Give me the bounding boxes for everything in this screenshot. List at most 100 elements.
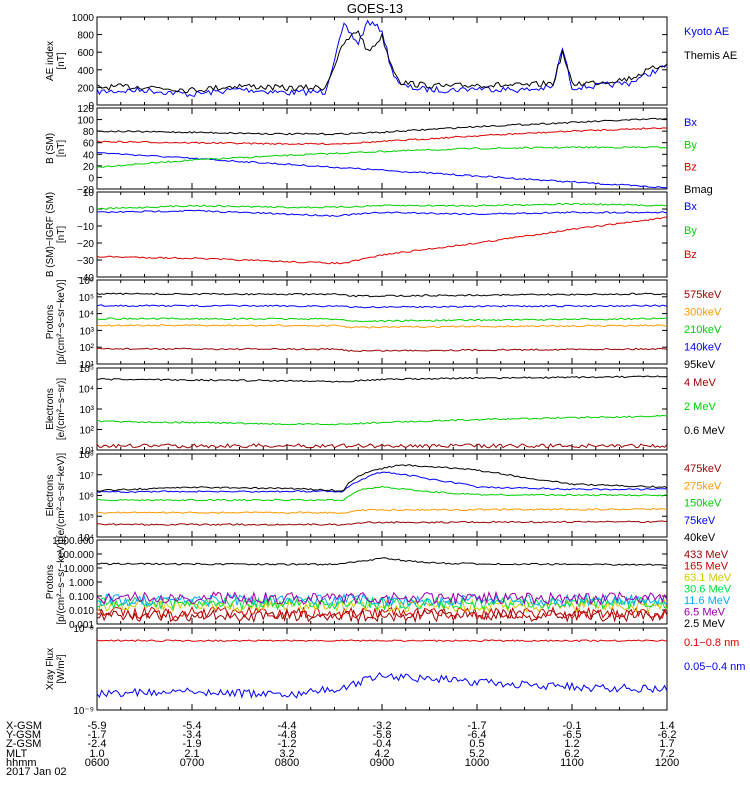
y-tick-label: 10⁸ xyxy=(79,450,94,461)
y-axis-label: Protons [p/(cm²−s−sr−keV)] xyxy=(45,279,67,365)
ephemeris-value: 4.2 xyxy=(374,748,389,760)
legend-entry: 575keV xyxy=(684,289,722,301)
legend-entry: 300keV xyxy=(684,307,722,319)
ephemeris-value: 7.2 xyxy=(659,748,674,760)
panel-frame xyxy=(96,16,668,106)
y-tick-label: 600 xyxy=(77,48,94,59)
ephemeris-value: 1.0 xyxy=(89,748,104,760)
y-tick-label: 10⁵ xyxy=(79,512,94,523)
y-axis-label-line1: Protons xyxy=(45,565,56,599)
legend-entry: 0.05−0.4 nm xyxy=(684,661,745,673)
y-tick-label: 10⁴ xyxy=(79,310,94,321)
panel-4: 10¹ 10² 10³ 10⁴ 10⁵ 10⁶ Protons [p/(cm²−s−sr−ke… xyxy=(45,276,722,371)
y-axis-label-line1: AE index xyxy=(45,41,56,81)
y-tick-label: 10³ xyxy=(80,326,95,337)
y-tick-label: 60 xyxy=(83,139,95,150)
series-line-8-2 xyxy=(96,671,668,699)
y-tick-label: −20 xyxy=(77,185,94,196)
ephemeris-value: 1.7 xyxy=(659,738,674,750)
ephemeris-value: 6.2 xyxy=(564,748,579,760)
y-tick-label: 0 xyxy=(88,173,94,184)
y-tick-label: 1.000 xyxy=(69,578,94,589)
series-line-7-6 xyxy=(96,590,668,606)
legend-entry: 4 MeV xyxy=(684,377,716,389)
y-tick-label: 10² xyxy=(80,343,95,354)
series-line-3-1 xyxy=(97,209,668,217)
ephemeris-value: -0.1 xyxy=(563,720,582,732)
ephemeris-value: -4.4 xyxy=(278,720,297,732)
date-label: 2017 Jan 02 xyxy=(6,766,67,778)
series-line-6-4 xyxy=(96,471,668,494)
legend-entry: 165 MeV xyxy=(684,561,729,573)
legend-entry: 433 MeV xyxy=(684,549,729,561)
y-axis-label-line2: [nT] xyxy=(56,226,67,243)
y-tick-label: 0.010 xyxy=(69,606,94,617)
y-tick-label: 1000.000 xyxy=(52,536,94,547)
series-line-7-3 xyxy=(96,598,668,614)
ephemeris-row-label: hhmm xyxy=(6,757,37,769)
ephemeris-value: -1.7 xyxy=(88,729,107,741)
ephemeris-value: 0.5 xyxy=(469,738,484,750)
ephemeris-value: -5.8 xyxy=(373,729,392,741)
ephemeris-value: 0600 xyxy=(85,757,109,769)
legend-entry: 0.1−0.8 nm xyxy=(684,637,739,649)
y-tick-label: 120 xyxy=(77,104,94,115)
series-line-6-2 xyxy=(96,507,668,514)
series-line-5-2 xyxy=(96,414,668,426)
ephemeris-value: 1100 xyxy=(560,757,584,769)
y-axis-label-line1: B (SM) xyxy=(45,133,56,164)
legend-entry: 30.6 MeV xyxy=(684,584,732,596)
panel-3: −40 −30 −20 −10 0 10 B (SM)−IGRF (SM) [nT] Bx By B… xyxy=(45,188,697,284)
panel-8: 10⁻⁹ 10⁻⁸ Xray Flux [W/m²] 0.1−0.8 nm 0.05−0.… xyxy=(45,624,745,717)
legend-entry: Bx xyxy=(684,201,697,213)
ephemeris-value: -5.4 xyxy=(183,720,202,732)
ephemeris-value: -1.2 xyxy=(278,738,297,750)
y-tick-label: 0.100 xyxy=(69,592,94,603)
y-tick-label: 10.000 xyxy=(63,564,94,575)
y-tick-label: 10² xyxy=(80,426,95,437)
ephemeris-value: -5.9 xyxy=(88,720,107,732)
ephemeris-value: -6.2 xyxy=(658,729,677,741)
ephemeris-value: 5.2 xyxy=(469,748,484,760)
y-axis-label-line1: Electrons xyxy=(45,388,56,430)
legend-entry: Kyoto AE xyxy=(684,26,729,38)
legend-entry: 0.6 MeV xyxy=(684,425,726,437)
panel-5: 10¹ 10² 10³ 10⁴ 10⁵ Electrons [e/(cm²−s−sr)] 4 … xyxy=(45,364,726,457)
y-tick-label: 10¹ xyxy=(80,360,95,371)
y-tick-label: 0.001 xyxy=(69,620,94,631)
ephemeris-value: 2.1 xyxy=(184,748,199,760)
ephemeris-value: -0.4 xyxy=(373,738,392,750)
ephemeris-value: -4.8 xyxy=(278,729,297,741)
ephemeris-value: -6.4 xyxy=(468,729,487,741)
y-axis-label-line2: [p/(cm²−s−sr−keV)] xyxy=(56,279,67,365)
y-tick-label: −10 xyxy=(77,222,94,233)
series-line-3-3 xyxy=(96,216,668,265)
series-line-6-5 xyxy=(96,464,668,492)
y-axis-label: Protons [p/(cm²−s−sr−keV)] xyxy=(45,539,67,625)
panel-frame xyxy=(96,107,668,190)
legend-entry: 11.6 MeV xyxy=(684,595,731,607)
y-tick-label: 800 xyxy=(77,31,94,42)
y-tick-label: −30 xyxy=(77,256,94,267)
y-axis-label: B (SM)−IGRF (SM) [nT] xyxy=(45,192,67,277)
series-line-1-1 xyxy=(96,19,668,98)
panel-7: 0.001 0.010 0.100 1.000 10.000 100.000 1000.00… xyxy=(45,536,732,631)
y-tick-label: 10⁴ xyxy=(79,385,94,396)
series-line-4-5 xyxy=(96,292,668,298)
legend-entry: 2 MeV xyxy=(684,401,716,413)
ephemeris-value: 0900 xyxy=(370,757,394,769)
legend-entry: 2.5 MeV xyxy=(684,618,726,630)
y-tick-label: 10⁶ xyxy=(79,492,94,503)
y-tick-label: 100 xyxy=(77,116,94,127)
y-tick-label: −20 xyxy=(77,239,94,250)
series-line-7-1 xyxy=(97,608,668,624)
y-axis-label: Electrons [e/(cm²−s−sr)] xyxy=(45,378,67,440)
series-line-2-1 xyxy=(96,151,668,189)
series-line-4-2 xyxy=(96,324,668,329)
y-axis-label-line2: [e/(cm²−s−sr)] xyxy=(56,378,67,440)
ephemeris-value: -1.9 xyxy=(183,738,202,750)
y-tick-label: 0 xyxy=(88,101,94,112)
series-line-4-1 xyxy=(96,347,668,353)
